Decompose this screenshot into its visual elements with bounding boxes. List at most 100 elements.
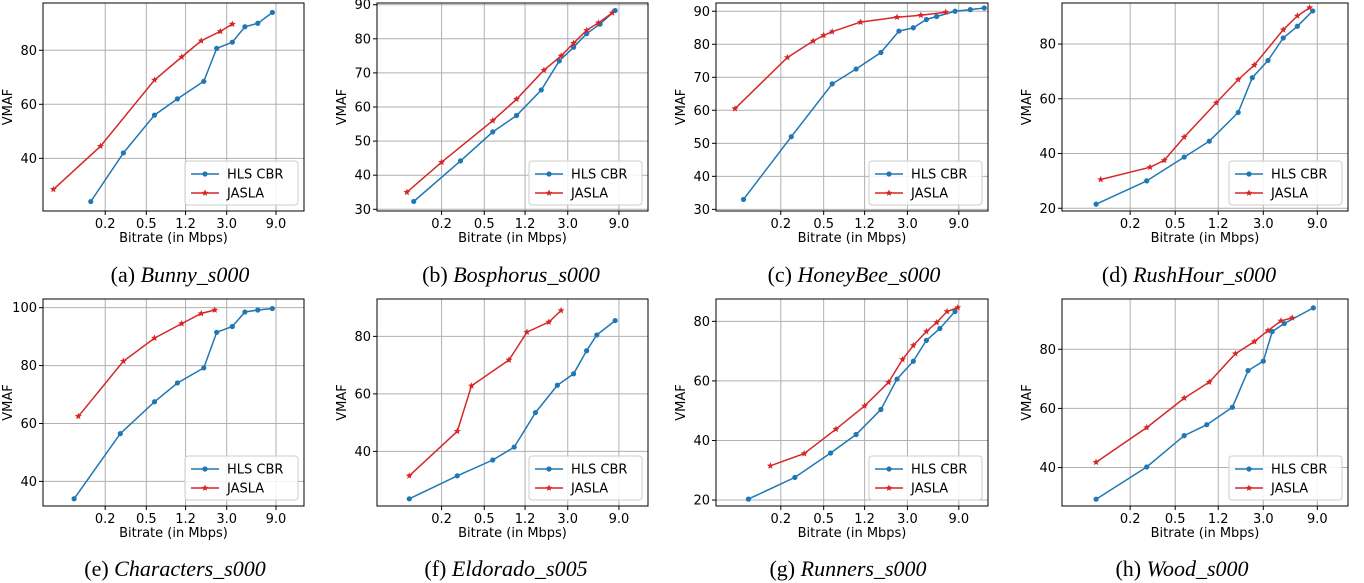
data-point-jasla: [1092, 458, 1100, 466]
data-point-hls: [1206, 138, 1212, 144]
data-point-jasla: [545, 318, 553, 325]
data-point-jasla: [1205, 378, 1213, 385]
series-line: [408, 320, 616, 500]
y-tick-label: 60: [354, 387, 371, 402]
chart-panel: 0.2 0.5 1.2 3.0 9.0 20 40 60 80 Bitrate (in Mbps)…: [1020, 2, 1349, 246]
chart-panel: 0.2 0.5 1.2 3.0 9.0 30 40 50 60 70 80 90 Bitrate (in…: [335, 0, 649, 246]
caption-name: Bosphorus_s000: [453, 262, 600, 287]
legend-marker-jasla: [885, 484, 893, 491]
data-point-hls: [269, 9, 275, 16]
data-point-hls: [584, 348, 590, 354]
data-point-hls: [117, 431, 123, 437]
legend-label: HLS CBR: [1271, 168, 1327, 183]
legend-label: HLS CBR: [227, 463, 283, 478]
data-point-hls: [556, 58, 562, 64]
caption-name: Bunny_s000: [140, 262, 250, 287]
series-line: [406, 12, 613, 193]
data-point-jasla: [809, 37, 817, 44]
plot-frame: [715, 2, 989, 212]
caption-prefix: (d): [1101, 262, 1128, 287]
data-point-hls: [1229, 404, 1235, 410]
data-point-hls: [612, 317, 618, 324]
data-point-hls: [214, 45, 220, 51]
series-line: [73, 307, 273, 500]
data-point-hls: [740, 196, 747, 203]
legend-box: [184, 455, 299, 501]
data-point-hls: [853, 431, 859, 438]
data-point-hls: [1260, 358, 1266, 364]
caption-prefix: (b): [422, 262, 448, 287]
data-point-jasla: [557, 306, 565, 314]
data-point-hls: [71, 496, 77, 502]
y-tick-label: 80: [1039, 343, 1056, 358]
data-point-jasla: [954, 304, 962, 311]
legend-label: JASLA: [226, 187, 264, 202]
data-point-jasla: [540, 66, 548, 74]
legend-label: HLS CBR: [571, 463, 627, 478]
x-tick-label: 0.5: [136, 217, 157, 232]
legend-marker-hls: [202, 466, 208, 472]
series-line: [1095, 317, 1293, 463]
y-tick-label: 70: [354, 66, 371, 81]
legend-label: JASLA: [910, 482, 948, 497]
data-point-hls: [1310, 305, 1316, 311]
series-line: [1100, 7, 1311, 181]
data-point-jasla: [1306, 4, 1314, 11]
plot-frame: [376, 298, 649, 507]
data-point-hls: [511, 444, 517, 450]
caption-name: RushHour_s000: [1133, 262, 1277, 287]
data-point-hls: [1245, 367, 1251, 374]
data-point-jasla: [857, 18, 864, 26]
x-tick-label: 9.0: [266, 512, 287, 527]
data-point-jasla: [211, 306, 219, 313]
data-point-hls: [513, 112, 520, 119]
x-tick-label: 0.5: [474, 217, 495, 232]
data-point-hls: [538, 87, 544, 93]
data-point-hls: [490, 129, 496, 135]
data-point-jasla: [178, 320, 186, 327]
x-tick-label: 9.0: [266, 217, 287, 232]
data-point-hls: [174, 96, 181, 102]
y-tick-label: 60: [1039, 402, 1056, 417]
caption-name: Wood_s000: [1146, 556, 1249, 581]
x-tick-label: 3.0: [1253, 217, 1274, 232]
data-point-jasla: [909, 341, 917, 349]
data-point-jasla: [1277, 317, 1285, 324]
x-axis-label: Bitrate (in Mbps): [798, 231, 907, 246]
caption-h: (h) Wood_s000: [1012, 556, 1352, 582]
y-tick-label: 30: [354, 203, 371, 218]
caption-prefix: (f): [424, 556, 447, 581]
data-point-hls: [457, 158, 464, 164]
x-tick-label: 0.2: [1120, 512, 1141, 527]
data-point-jasla: [885, 378, 892, 386]
y-tick-label: 90: [354, 0, 371, 13]
chart-panel: 0.2 0.5 1.2 3.0 9.0 30 40 50 60 70 80 90 Bitrate (in…: [674, 2, 989, 246]
data-point-jasla: [1279, 26, 1287, 33]
legend-label: JASLA: [226, 482, 264, 497]
plot-frame: [42, 298, 305, 507]
data-point-jasla: [1294, 12, 1301, 19]
data-point-jasla: [917, 11, 925, 19]
data-point-jasla: [1288, 314, 1296, 321]
data-point-jasla: [405, 472, 413, 479]
data-point-jasla: [1143, 424, 1151, 431]
x-tick-label: 0.2: [770, 217, 791, 232]
data-point-hls: [1294, 23, 1300, 29]
legend-label: JASLA: [570, 187, 608, 202]
data-point-jasla: [783, 53, 791, 61]
x-tick-label: 0.5: [1165, 217, 1186, 232]
data-point-jasla: [178, 53, 186, 60]
y-axis-label: VMAF: [335, 89, 350, 125]
data-point-hls: [981, 5, 987, 11]
series-line: [1095, 307, 1314, 500]
data-point-jasla: [1234, 76, 1242, 83]
legend-box: [1228, 455, 1343, 501]
data-point-jasla: [453, 427, 461, 435]
data-point-jasla: [1097, 175, 1105, 183]
data-point-jasla: [731, 105, 739, 112]
data-point-hls: [1144, 178, 1150, 184]
data-point-jasla: [767, 462, 774, 469]
data-point-jasla: [228, 20, 236, 27]
legend-marker-jasla: [1245, 484, 1253, 491]
legend-marker-jasla: [545, 189, 553, 196]
